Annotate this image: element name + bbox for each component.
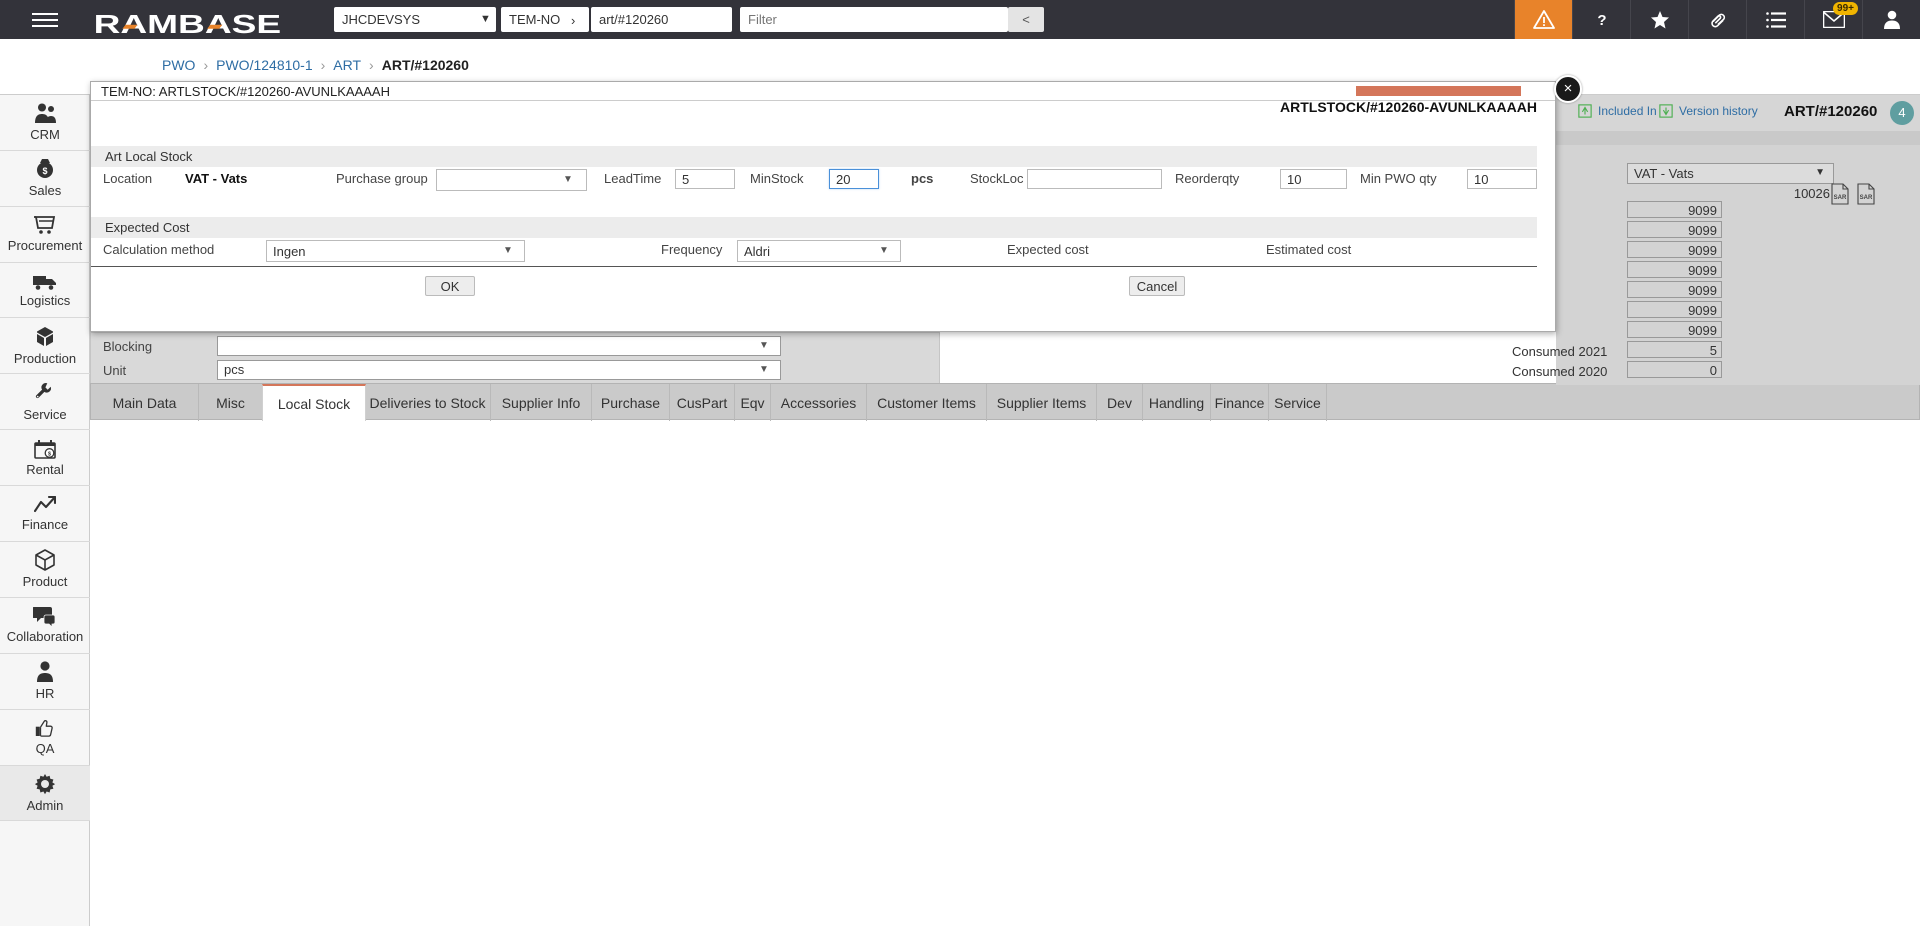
svg-text:SAR: SAR [1860, 195, 1873, 201]
svg-text:SAR: SAR [1834, 195, 1847, 201]
svg-text:$: $ [48, 451, 51, 457]
svg-text:$: $ [42, 166, 47, 176]
svg-text:RAMBASE: RAMBASE [94, 10, 281, 39]
svg-text:?: ? [1597, 12, 1606, 29]
